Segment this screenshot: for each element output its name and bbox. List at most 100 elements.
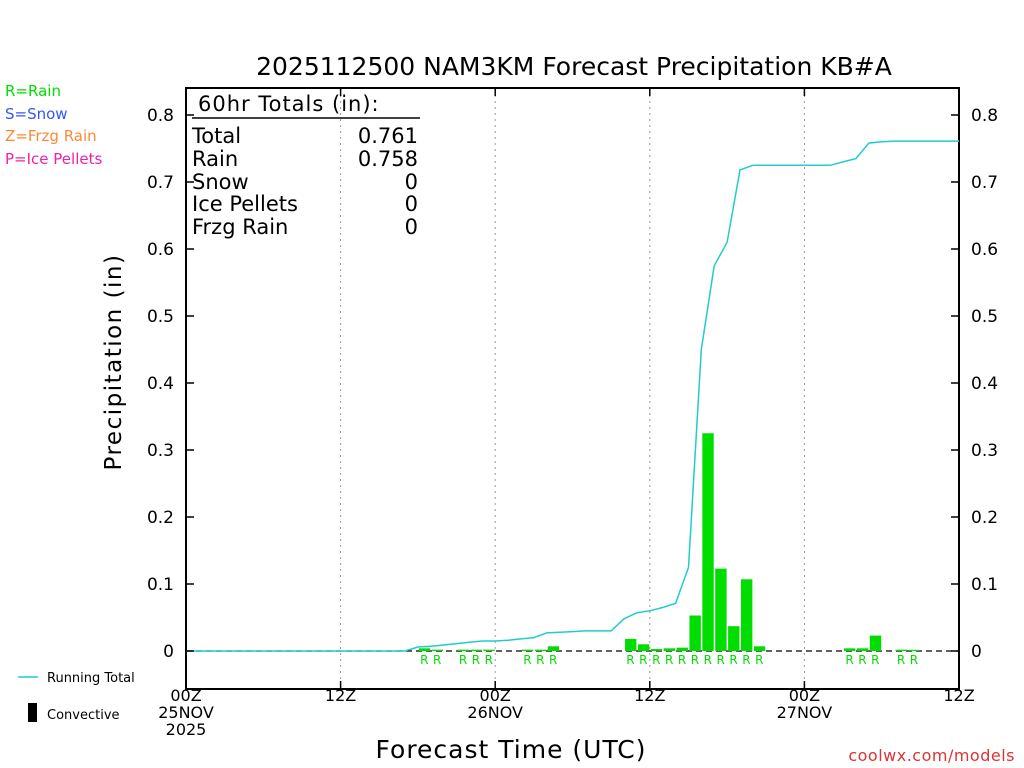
- bottom-legend: Running Total Convective: [18, 671, 135, 723]
- y-tick-label-left: 0.5: [147, 307, 174, 327]
- rain-bar: [650, 648, 663, 651]
- precip-type-label: R: [716, 653, 724, 667]
- precip-type-label: R: [704, 653, 712, 667]
- y-tick-label-right: 0.3: [971, 441, 998, 461]
- rain-bar: [869, 635, 882, 651]
- y-tick-label-right: 0.4: [971, 374, 998, 394]
- x-tick-label: 00Z: [170, 686, 201, 705]
- precip-type-label: R: [420, 653, 428, 667]
- precip-type-label: R: [858, 653, 866, 667]
- totals-snow-label: Snow: [192, 170, 249, 194]
- totals-frzg-label: Frzg Rain: [192, 215, 288, 239]
- y-tick-label-left: 0.7: [147, 173, 174, 193]
- x-tick-label: 12Z: [943, 686, 974, 705]
- y-tick-label-right: 0.7: [971, 173, 998, 193]
- totals-total-label: Total: [191, 124, 241, 148]
- x-tick-label: 26NOV: [467, 703, 523, 722]
- y-tick-label-left: 0.6: [147, 240, 174, 260]
- y-tick-label-left: 0: [163, 642, 174, 662]
- y-tick-label-left: 0.3: [147, 441, 174, 461]
- x-tick-label: 2025: [166, 720, 207, 739]
- rain-bar: [470, 649, 482, 651]
- convective-legend-label: Convective: [47, 708, 120, 723]
- y-axis-left: 0 0.1 0.2 0.3 0.4 0.5 0.6 0.7 0.8: [147, 106, 194, 662]
- rain-bar: [521, 649, 534, 651]
- rain-bar: [418, 648, 431, 651]
- precip-type-label: R: [678, 653, 686, 667]
- totals-header: 60hr Totals (in):: [198, 92, 380, 116]
- precip-type-label: R: [729, 653, 737, 667]
- x-tick-label: 00Z: [789, 686, 820, 705]
- precip-type-label: R: [536, 653, 544, 667]
- y-axis-right: 0 0.1 0.2 0.3 0.4 0.5 0.6 0.7 0.8: [951, 106, 998, 662]
- precip-type-label: R: [897, 653, 905, 667]
- legend-frzg-rain: Z=Frzg Rain: [5, 127, 97, 145]
- rain-bar: [728, 626, 740, 651]
- rain-bars: [418, 433, 920, 651]
- rain-bar: [740, 579, 753, 651]
- x-tick-label: 12Z: [325, 686, 356, 705]
- precip-type-label: R: [485, 653, 493, 667]
- rain-bar: [908, 649, 920, 651]
- convective-swatch: [28, 703, 37, 722]
- running-total-legend-label: Running Total: [47, 671, 135, 686]
- legend-ice-pellets: P=Ice Pellets: [5, 150, 102, 168]
- precip-type-label: R: [845, 653, 853, 667]
- totals-ice-value: 0: [405, 192, 418, 216]
- precip-type-label: R: [549, 653, 557, 667]
- plot-frame: [185, 87, 960, 690]
- running-total-line: [186, 140, 959, 652]
- precip-type-label: R: [472, 653, 480, 667]
- precip-type-label: R: [626, 653, 634, 667]
- rain-bar: [689, 615, 701, 651]
- rain-bar: [895, 649, 907, 651]
- rain-bar: [625, 638, 637, 651]
- y-tick-label-right: 0: [971, 642, 982, 662]
- x-axis-label: Forecast Time (UTC): [376, 735, 647, 764]
- precip-type-label: R: [523, 653, 531, 667]
- y-tick-label-left: 0.2: [147, 508, 174, 528]
- x-tick-label: 00Z: [480, 686, 511, 705]
- rain-bar: [431, 649, 444, 651]
- vertical-grid: [340, 89, 805, 688]
- y-tick-label-right: 0.2: [971, 508, 998, 528]
- totals-box: 60hr Totals (in): Total 0.761 Rain 0.758…: [191, 92, 420, 239]
- precip-type-label: R: [433, 653, 441, 667]
- rain-bar: [676, 647, 688, 651]
- precip-type-label: R: [459, 653, 467, 667]
- precip-type-label: R: [691, 653, 699, 667]
- precip-type-label: R: [652, 653, 660, 667]
- rain-bar: [457, 649, 469, 651]
- chart-title: 2025112500 NAM3KM Forecast Precipitation…: [256, 52, 892, 81]
- totals-rain-label: Rain: [192, 147, 238, 171]
- y-tick-label-right: 0.5: [971, 307, 998, 327]
- site-credit: coolwx.com/models: [848, 746, 1015, 765]
- rain-bar: [534, 649, 547, 651]
- totals-snow-value: 0: [405, 170, 418, 194]
- y-tick-label-left: 0.4: [147, 374, 174, 394]
- rain-bar: [483, 649, 495, 651]
- y-tick-label-right: 0.1: [971, 575, 998, 595]
- x-tick-label: 27NOV: [777, 703, 833, 722]
- totals-frzg-value: 0: [405, 215, 418, 239]
- rain-bar: [637, 644, 650, 651]
- totals-ice-label: Ice Pellets: [192, 192, 298, 216]
- precip-type-label: R: [755, 653, 763, 667]
- precip-type-label: R: [742, 653, 750, 667]
- precip-type-label: R: [639, 653, 647, 667]
- type-legend: R=Rain S=Snow Z=Frzg Rain P=Ice Pellets: [5, 82, 102, 168]
- rain-bar: [715, 568, 727, 651]
- rain-bar: [844, 648, 856, 651]
- y-axis-label: Precipitation (in): [101, 254, 127, 471]
- y-tick-label-right: 0.8: [971, 106, 998, 126]
- rain-bar: [753, 646, 766, 651]
- legend-snow: S=Snow: [5, 105, 68, 123]
- precip-type-label: R: [871, 653, 879, 667]
- precip-type-label: R: [665, 653, 673, 667]
- legend-rain: R=Rain: [5, 82, 61, 100]
- precip-type-label: R: [910, 653, 918, 667]
- rain-bar: [856, 648, 869, 651]
- totals-total-value: 0.761: [358, 124, 418, 148]
